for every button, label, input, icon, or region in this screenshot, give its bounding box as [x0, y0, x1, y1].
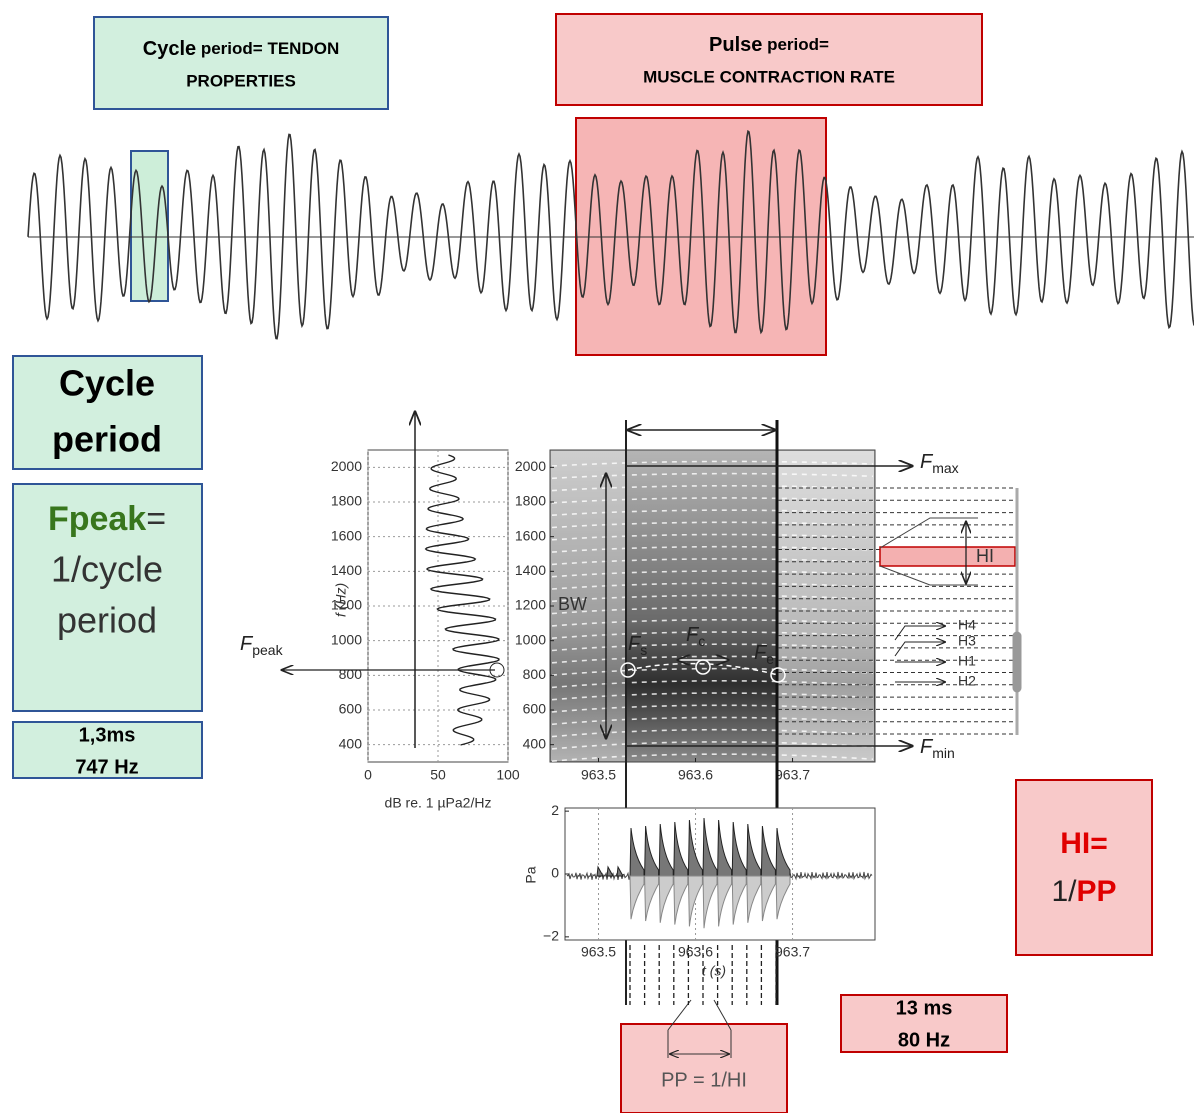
x-axis-label: dB re. 1 µPa2/Hz — [385, 795, 492, 811]
fpeak-title: Fpeak= — [48, 500, 166, 538]
fpeak-eq: = — [146, 500, 166, 538]
y-tick-label: 2000 — [515, 458, 546, 474]
hi-highlight — [880, 547, 1015, 566]
x-tick-label: 963.7 — [775, 944, 810, 960]
figure: Cycle period= TENDON PROPERTIES Pulse pe… — [0, 0, 1194, 1113]
harmonic-label: H1 — [958, 653, 976, 669]
cycle-label-box — [94, 17, 388, 109]
sub: peak — [252, 642, 283, 658]
annotation: Fmin — [920, 736, 955, 760]
annotation: Fmax — [920, 451, 959, 475]
y-tick-label: 1400 — [331, 562, 362, 578]
fpeak-line: 1/cycle — [51, 549, 163, 590]
y-tick-label: −2 — [543, 928, 559, 944]
harmonic-label: H2 — [958, 673, 976, 689]
y-tick-label: 600 — [339, 701, 363, 717]
harmonic-label: H4 — [958, 617, 976, 633]
x-tick-label: 100 — [496, 767, 520, 783]
y-tick-label: 800 — [523, 666, 547, 682]
cycle-period-line: period — [52, 419, 162, 460]
y-tick-label: 1400 — [515, 562, 546, 578]
pulse-measure: 80 Hz — [898, 1029, 950, 1051]
harmonic-arrow — [895, 626, 945, 640]
cycle-label: Cycle period= TENDON — [143, 38, 339, 60]
y-tick-label: 1800 — [515, 493, 546, 509]
y-tick-label: 400 — [523, 735, 547, 751]
x-axis-label: t (s) — [702, 963, 726, 979]
y-tick-label: 1000 — [331, 631, 362, 647]
hi-box — [1016, 780, 1152, 955]
sub: c — [698, 633, 705, 649]
prefix: 1/ — [1051, 875, 1077, 908]
y-axis-label: f (Hz) — [333, 583, 349, 617]
pp: PP — [1077, 875, 1117, 908]
lead: Cycle — [143, 38, 196, 60]
cycle-label-line2: PROPERTIES — [186, 71, 296, 90]
y-tick-label: 1600 — [331, 527, 362, 543]
hi-label: HI — [976, 546, 994, 566]
annotation: Fpeak — [240, 633, 284, 657]
x-tick-label: 963.6 — [678, 767, 713, 783]
sub: s — [640, 642, 647, 658]
x-tick-label: 50 — [430, 767, 446, 783]
pulse-label-line2: MUSCLE CONTRACTION RATE — [643, 67, 895, 86]
y-tick-label: 600 — [523, 701, 547, 717]
x-tick-label: 963.7 — [775, 767, 810, 783]
fpeak-line: period — [57, 600, 157, 641]
y-tick-label: 400 — [339, 735, 363, 751]
rest: period= TENDON — [196, 39, 339, 58]
cycle-period-line: Cycle — [59, 363, 155, 404]
y-tick-label: 0 — [551, 865, 559, 881]
sub: max — [932, 460, 958, 476]
harmonic-arrow — [895, 642, 945, 656]
y-tick-label: 1600 — [515, 527, 546, 543]
cycle-measure: 747 Hz — [75, 756, 138, 778]
rest: period= — [762, 35, 829, 54]
fpeak-name: Fpeak — [48, 500, 146, 538]
plots: 400 600 800 1000 1200 1400 1600 1800 2000 0 50 100d… — [240, 412, 1017, 1005]
bw-label: BW — [558, 594, 587, 614]
x-tick-label: 0 — [364, 767, 372, 783]
y-tick-label: 1800 — [331, 493, 362, 509]
x-tick-label: 963.5 — [581, 944, 616, 960]
y-tick-label: 1200 — [515, 597, 546, 613]
hi-formula: 1/PP — [1051, 875, 1116, 908]
y-tick-label: 1000 — [515, 631, 546, 647]
pulse-label-box — [556, 14, 982, 105]
lead: Pulse — [709, 34, 762, 56]
x-tick-label: 963.6 — [678, 944, 713, 960]
y-tick-label: 800 — [339, 666, 363, 682]
y-axis-label: Pa — [523, 866, 539, 883]
sub: e — [766, 651, 774, 667]
hi-title: HI= — [1060, 827, 1108, 860]
pp-formula: PP = 1/HI — [661, 1069, 747, 1091]
y-tick-label: 2000 — [331, 458, 362, 474]
pulse-measure: 13 ms — [896, 997, 953, 1019]
harmonic-label: H3 — [958, 633, 976, 649]
spectrogram-fade — [778, 451, 874, 761]
pulse-label: Pulse period= — [709, 34, 829, 56]
x-tick-label: 963.5 — [581, 767, 616, 783]
y-tick-label: 2 — [551, 802, 559, 818]
sub: min — [932, 745, 955, 761]
cycle-measure: 1,3ms — [79, 724, 136, 746]
